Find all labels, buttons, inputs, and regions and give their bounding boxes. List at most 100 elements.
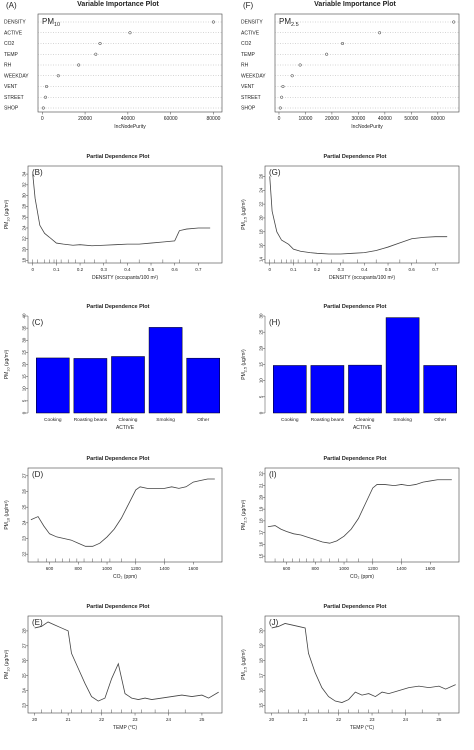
importance-category-label: TEMP	[4, 52, 19, 58]
y-tick-label: 16	[259, 688, 264, 694]
y-tick-label: 24	[259, 187, 264, 193]
bar	[186, 357, 220, 414]
x-tick-label: 20000	[325, 116, 339, 122]
chart-panel-d: Partial Dependence Plot (D) PM10 (μg/m³) 22…	[4, 456, 223, 580]
x-tick-label: 23	[370, 717, 376, 722]
bar-category-label: Cooking	[44, 417, 62, 423]
y-tick-label: 34	[22, 171, 27, 177]
x-axis-label: CO₂ (ppm)	[113, 574, 137, 580]
y-label-sub: 2.5	[244, 217, 248, 222]
x-tick-label: 50000	[404, 116, 418, 122]
y-tick-label: 28	[22, 628, 27, 634]
importance-point	[211, 20, 215, 24]
y-tick-label: 15	[259, 553, 264, 559]
y-label-sub: 2.5	[244, 367, 248, 372]
x-tick-label: 24	[166, 717, 172, 722]
x-tick-label: 21	[303, 717, 309, 722]
chart-title: Partial Dependence Plot	[324, 154, 387, 160]
bar	[111, 356, 145, 414]
x-axis-label: ACTIVE	[353, 425, 372, 431]
bar-category-label: Smoking	[393, 417, 412, 423]
plot-frame	[264, 467, 460, 563]
y-tick-label: 26	[259, 173, 264, 179]
y-tick-label: 0	[22, 411, 27, 414]
y-label-main: PM	[241, 672, 247, 680]
y-tick-label: 18	[259, 658, 264, 664]
y-label-main: PM	[4, 372, 10, 380]
x-tick-label: 24	[403, 717, 409, 722]
y-tick-label: 15	[22, 374, 27, 380]
plot-frame	[274, 13, 460, 113]
x-tick-label: 0.4	[124, 267, 131, 272]
importance-point	[278, 106, 282, 110]
y-tick-label: 30	[22, 193, 27, 199]
x-axis-label: TEMP (°C)	[350, 725, 374, 731]
x-tick-label: 0.2	[314, 267, 321, 272]
x-tick-label: 20000	[78, 116, 92, 122]
importance-point	[128, 31, 132, 35]
x-tick-label: 80000	[206, 116, 220, 122]
x-tick-label: 0	[278, 116, 281, 122]
bar	[348, 364, 382, 414]
importance-point	[43, 95, 48, 99]
bar	[385, 317, 420, 414]
y-tick-label: 20	[259, 628, 264, 634]
y-tick-label: 30	[259, 313, 264, 319]
x-tick-label: 21	[66, 717, 72, 722]
x-axis-label: DENSITY (occupants/100 m²)	[329, 275, 395, 281]
x-tick-label: 0.6	[409, 267, 416, 272]
x-tick-label: 600	[283, 566, 291, 571]
y-tick-label: 20	[22, 362, 27, 368]
pdp-series-line	[32, 174, 211, 247]
chart-title: Variable Importance Plot	[314, 1, 396, 8]
x-tick-label: 0	[41, 116, 44, 122]
importance-category-label: RH	[4, 63, 12, 69]
importance-category-label: STREET	[241, 95, 261, 101]
x-tick-label: 0.7	[195, 267, 202, 272]
x-tick-label: 0.1	[290, 267, 297, 272]
panel-pm-label: PM10	[42, 17, 60, 28]
y-axis-label: PM10 (μg/m³)	[4, 650, 11, 680]
y-label-unit: (μg/m³)	[241, 499, 247, 517]
y-label-unit: (μg/m³)	[241, 199, 247, 217]
importance-category-label: ACTIVE	[4, 30, 23, 36]
y-axis-label: PM10 (μg/m³)	[4, 500, 11, 530]
y-tick-label: 15	[259, 362, 264, 368]
chart-panel-b: Partial Dependence Plot (B) PM10 (μg/m³) 18…	[4, 154, 223, 281]
y-tick-label: 26	[22, 214, 27, 220]
y-tick-label: 22	[259, 201, 264, 207]
y-tick-label: 19	[259, 506, 264, 512]
y-label-main: PM	[241, 372, 247, 380]
y-tick-label: 16	[259, 541, 264, 547]
importance-point	[290, 74, 294, 78]
bar	[310, 365, 345, 414]
x-tick-label: 1200	[131, 566, 142, 571]
x-tick-label: 60000	[164, 116, 178, 122]
x-tick-label: 20	[269, 717, 275, 722]
importance-category-label: TEMP	[241, 52, 256, 58]
y-label-sub: 10	[7, 367, 11, 371]
bar-category-label: Cleaning	[356, 417, 375, 423]
x-tick-label: 0.1	[53, 267, 60, 272]
pdp-series-line	[267, 479, 452, 544]
y-tick-label: 10	[22, 386, 27, 392]
panel-letter: (G)	[269, 168, 281, 177]
importance-category-label: VENT	[241, 84, 254, 90]
x-tick-label: 0.5	[148, 267, 155, 272]
y-label-sub: 10	[7, 518, 11, 522]
x-tick-label: 40000	[378, 116, 392, 122]
importance-point	[94, 52, 98, 56]
importance-category-label: VENT	[4, 84, 17, 90]
y-axis-label: PM2.5 (μg/m³)	[241, 499, 248, 530]
y-tick-label: 20	[259, 215, 264, 221]
y-tick-label: 20	[22, 247, 27, 253]
y-tick-label: 19	[259, 643, 264, 649]
y-tick-label: 5	[22, 399, 27, 402]
y-label-unit: (μg/m³)	[4, 650, 10, 668]
importance-category-label: CO2	[4, 41, 15, 47]
y-tick-label: 30	[22, 337, 27, 343]
y-tick-label: 25	[259, 329, 264, 335]
panel-letter: (F)	[243, 1, 254, 10]
importance-category-label: ACTIVE	[241, 30, 260, 36]
y-tick-label: 35	[22, 325, 27, 331]
